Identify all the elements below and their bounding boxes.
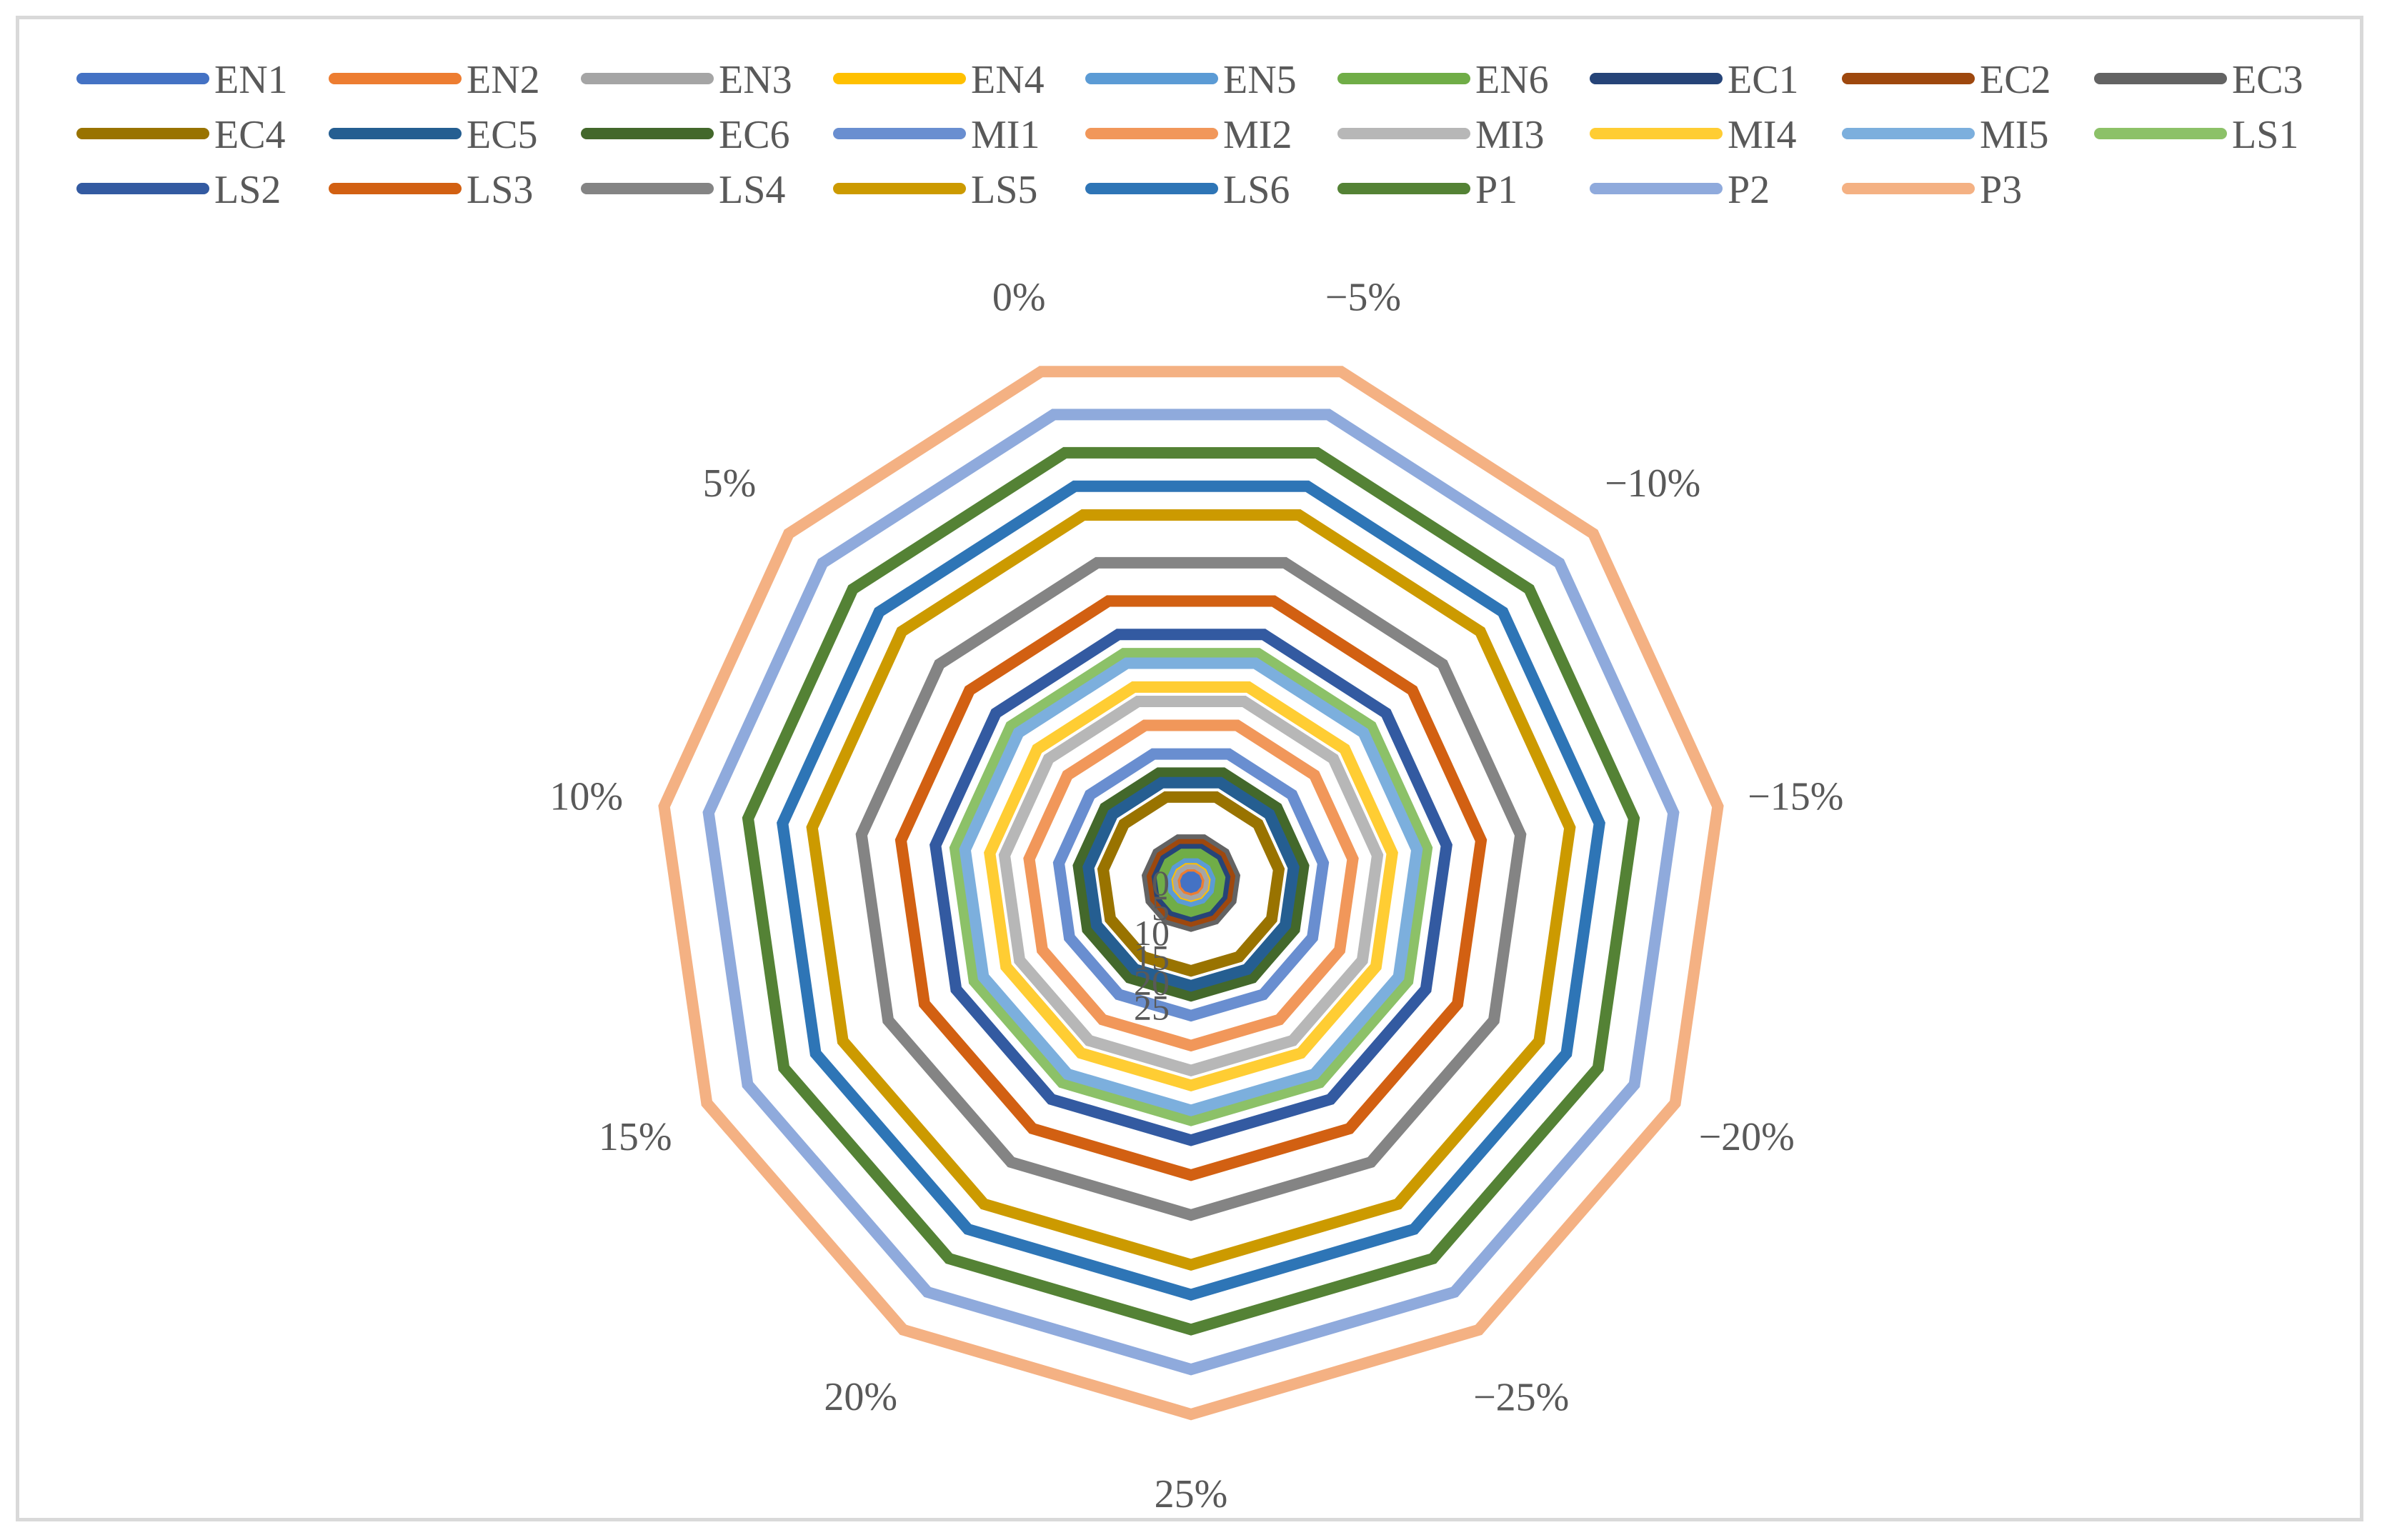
legend-label: EC6 <box>719 113 790 157</box>
radial-tick-label: 5 <box>1152 888 1170 928</box>
series-ring-ls3 <box>895 595 1487 1181</box>
legend-label: EC2 <box>1980 58 2051 102</box>
legend-item-en3: EN3 <box>581 58 792 102</box>
legend-label: EN6 <box>1475 58 1549 102</box>
series-ring-mi1 <box>1052 748 1330 1022</box>
legend-item-en6: EN6 <box>1337 58 1549 102</box>
legend-label: EN4 <box>971 58 1045 102</box>
series-ring-p3 <box>658 366 1724 1421</box>
series-ring-ls5 <box>806 509 1576 1271</box>
legend-item-ec1: EC1 <box>1590 58 1799 102</box>
legend-item-ls1: LS1 <box>2094 113 2298 157</box>
legend-label: MI4 <box>1728 113 1796 157</box>
axis-label-0pct: 0% <box>992 276 1046 320</box>
series-ring-en6 <box>1156 849 1226 917</box>
legend-label: EC4 <box>214 113 286 157</box>
legend-item-mi3: MI3 <box>1337 113 1544 157</box>
legend-item-mi5: MI5 <box>1842 113 2048 157</box>
axis-label-neg10pct: −10% <box>1605 461 1700 506</box>
legend-item-p3: P3 <box>1842 168 2022 212</box>
radial-tick-label: 25 <box>1134 987 1170 1027</box>
legend-item-ls5: LS5 <box>833 168 1037 212</box>
category-axis-labels: 0% −5% −10% −15% −20% −25% 25% 20% 15% 10% 5% <box>549 276 1843 1516</box>
legend-item-ls4: LS4 <box>581 168 785 212</box>
series-ring-mi4 <box>984 681 1398 1091</box>
series-ring-ls4 <box>855 556 1527 1221</box>
legend-item-en5: EN5 <box>1085 58 1297 102</box>
legend-label: P2 <box>1728 168 1770 212</box>
axis-label-15pct: 15% <box>599 1115 672 1159</box>
legend-item-p2: P2 <box>1590 168 1770 212</box>
series-ring-ls2 <box>930 629 1452 1146</box>
series-ring-mi2 <box>1023 719 1359 1052</box>
legend-label: EN3 <box>719 58 792 102</box>
legend-label: EN2 <box>467 58 540 102</box>
legend-item-en4: EN4 <box>833 58 1045 102</box>
legend-item-ls2: LS2 <box>76 168 281 212</box>
legend-label: EC1 <box>1728 58 1799 102</box>
legend-label: LS3 <box>467 168 533 212</box>
legend-label: MI5 <box>1980 113 2048 157</box>
series-ring-en1 <box>1180 871 1202 894</box>
axis-label-25pct: 25% <box>1155 1472 1228 1516</box>
axis-label-neg5pct: −5% <box>1325 276 1401 320</box>
legend-item-mi4: MI4 <box>1590 113 1796 157</box>
legend-item-ls6: LS6 <box>1085 168 1290 212</box>
series-ring-ec5 <box>1082 776 1300 992</box>
series-ring-mi3 <box>998 696 1384 1077</box>
axis-label-10pct: 10% <box>549 774 623 819</box>
legend-label: LS6 <box>1223 168 1290 212</box>
legend-item-ec4: EC4 <box>76 113 286 157</box>
legend-label: EN5 <box>1223 58 1297 102</box>
legend-item-en1: EN1 <box>76 58 288 102</box>
series-ring-ls6 <box>777 480 1605 1301</box>
legend-item-ec3: EC3 <box>2094 58 2303 102</box>
axis-label-20pct: 20% <box>824 1375 897 1419</box>
legend-label: LS1 <box>2232 113 2298 157</box>
legend-item-en2: EN2 <box>329 58 540 102</box>
legend-item-ec2: EC2 <box>1842 58 2051 102</box>
series-ring-p1 <box>742 446 1640 1336</box>
legend-item-p1: P1 <box>1337 168 1518 212</box>
legend-item-mi1: MI1 <box>833 113 1040 157</box>
radial-tick-label: 20 <box>1134 963 1170 1003</box>
legend-item-mi2: MI2 <box>1085 113 1292 157</box>
radial-tick-label: 10 <box>1134 913 1170 953</box>
legend: EN1 EN2 EN3 EN4 EN5 EN6 EC1 EC2 EC3 EC4 EC5 EC6 MI1 M… <box>76 58 2303 212</box>
series-ring-p2 <box>702 409 1680 1376</box>
series-ring-ec4 <box>1097 791 1285 977</box>
legend-label: LS2 <box>214 168 281 212</box>
legend-label: EC5 <box>467 113 538 157</box>
legend-label: MI2 <box>1223 113 1292 157</box>
axis-label-neg20pct: −20% <box>1699 1115 1795 1159</box>
radial-tick-label: 0 <box>1152 863 1170 903</box>
series-ring-ec6 <box>1072 767 1310 1002</box>
legend-label: MI3 <box>1475 113 1544 157</box>
axis-label-neg15pct: −15% <box>1748 774 1843 819</box>
legend-label: P3 <box>1980 168 2022 212</box>
legend-item-ec5: EC5 <box>329 113 538 157</box>
series-ring-ls1 <box>949 648 1433 1126</box>
radial-tick-label: 15 <box>1134 938 1170 978</box>
legend-item-ls3: LS3 <box>329 168 533 212</box>
axis-label-neg25pct: −25% <box>1473 1375 1569 1419</box>
legend-item-ec6: EC6 <box>581 113 790 157</box>
legend-label: MI1 <box>971 113 1040 157</box>
series-ring-mi5 <box>959 657 1423 1116</box>
legend-label: EC3 <box>2232 58 2303 102</box>
legend-label: LS4 <box>719 168 785 212</box>
legend-label: P1 <box>1475 168 1518 212</box>
axis-label-5pct: 5% <box>703 461 757 506</box>
legend-label: LS5 <box>971 168 1037 212</box>
radar-series-group <box>658 366 1724 1421</box>
legend-label: EN1 <box>214 58 288 102</box>
